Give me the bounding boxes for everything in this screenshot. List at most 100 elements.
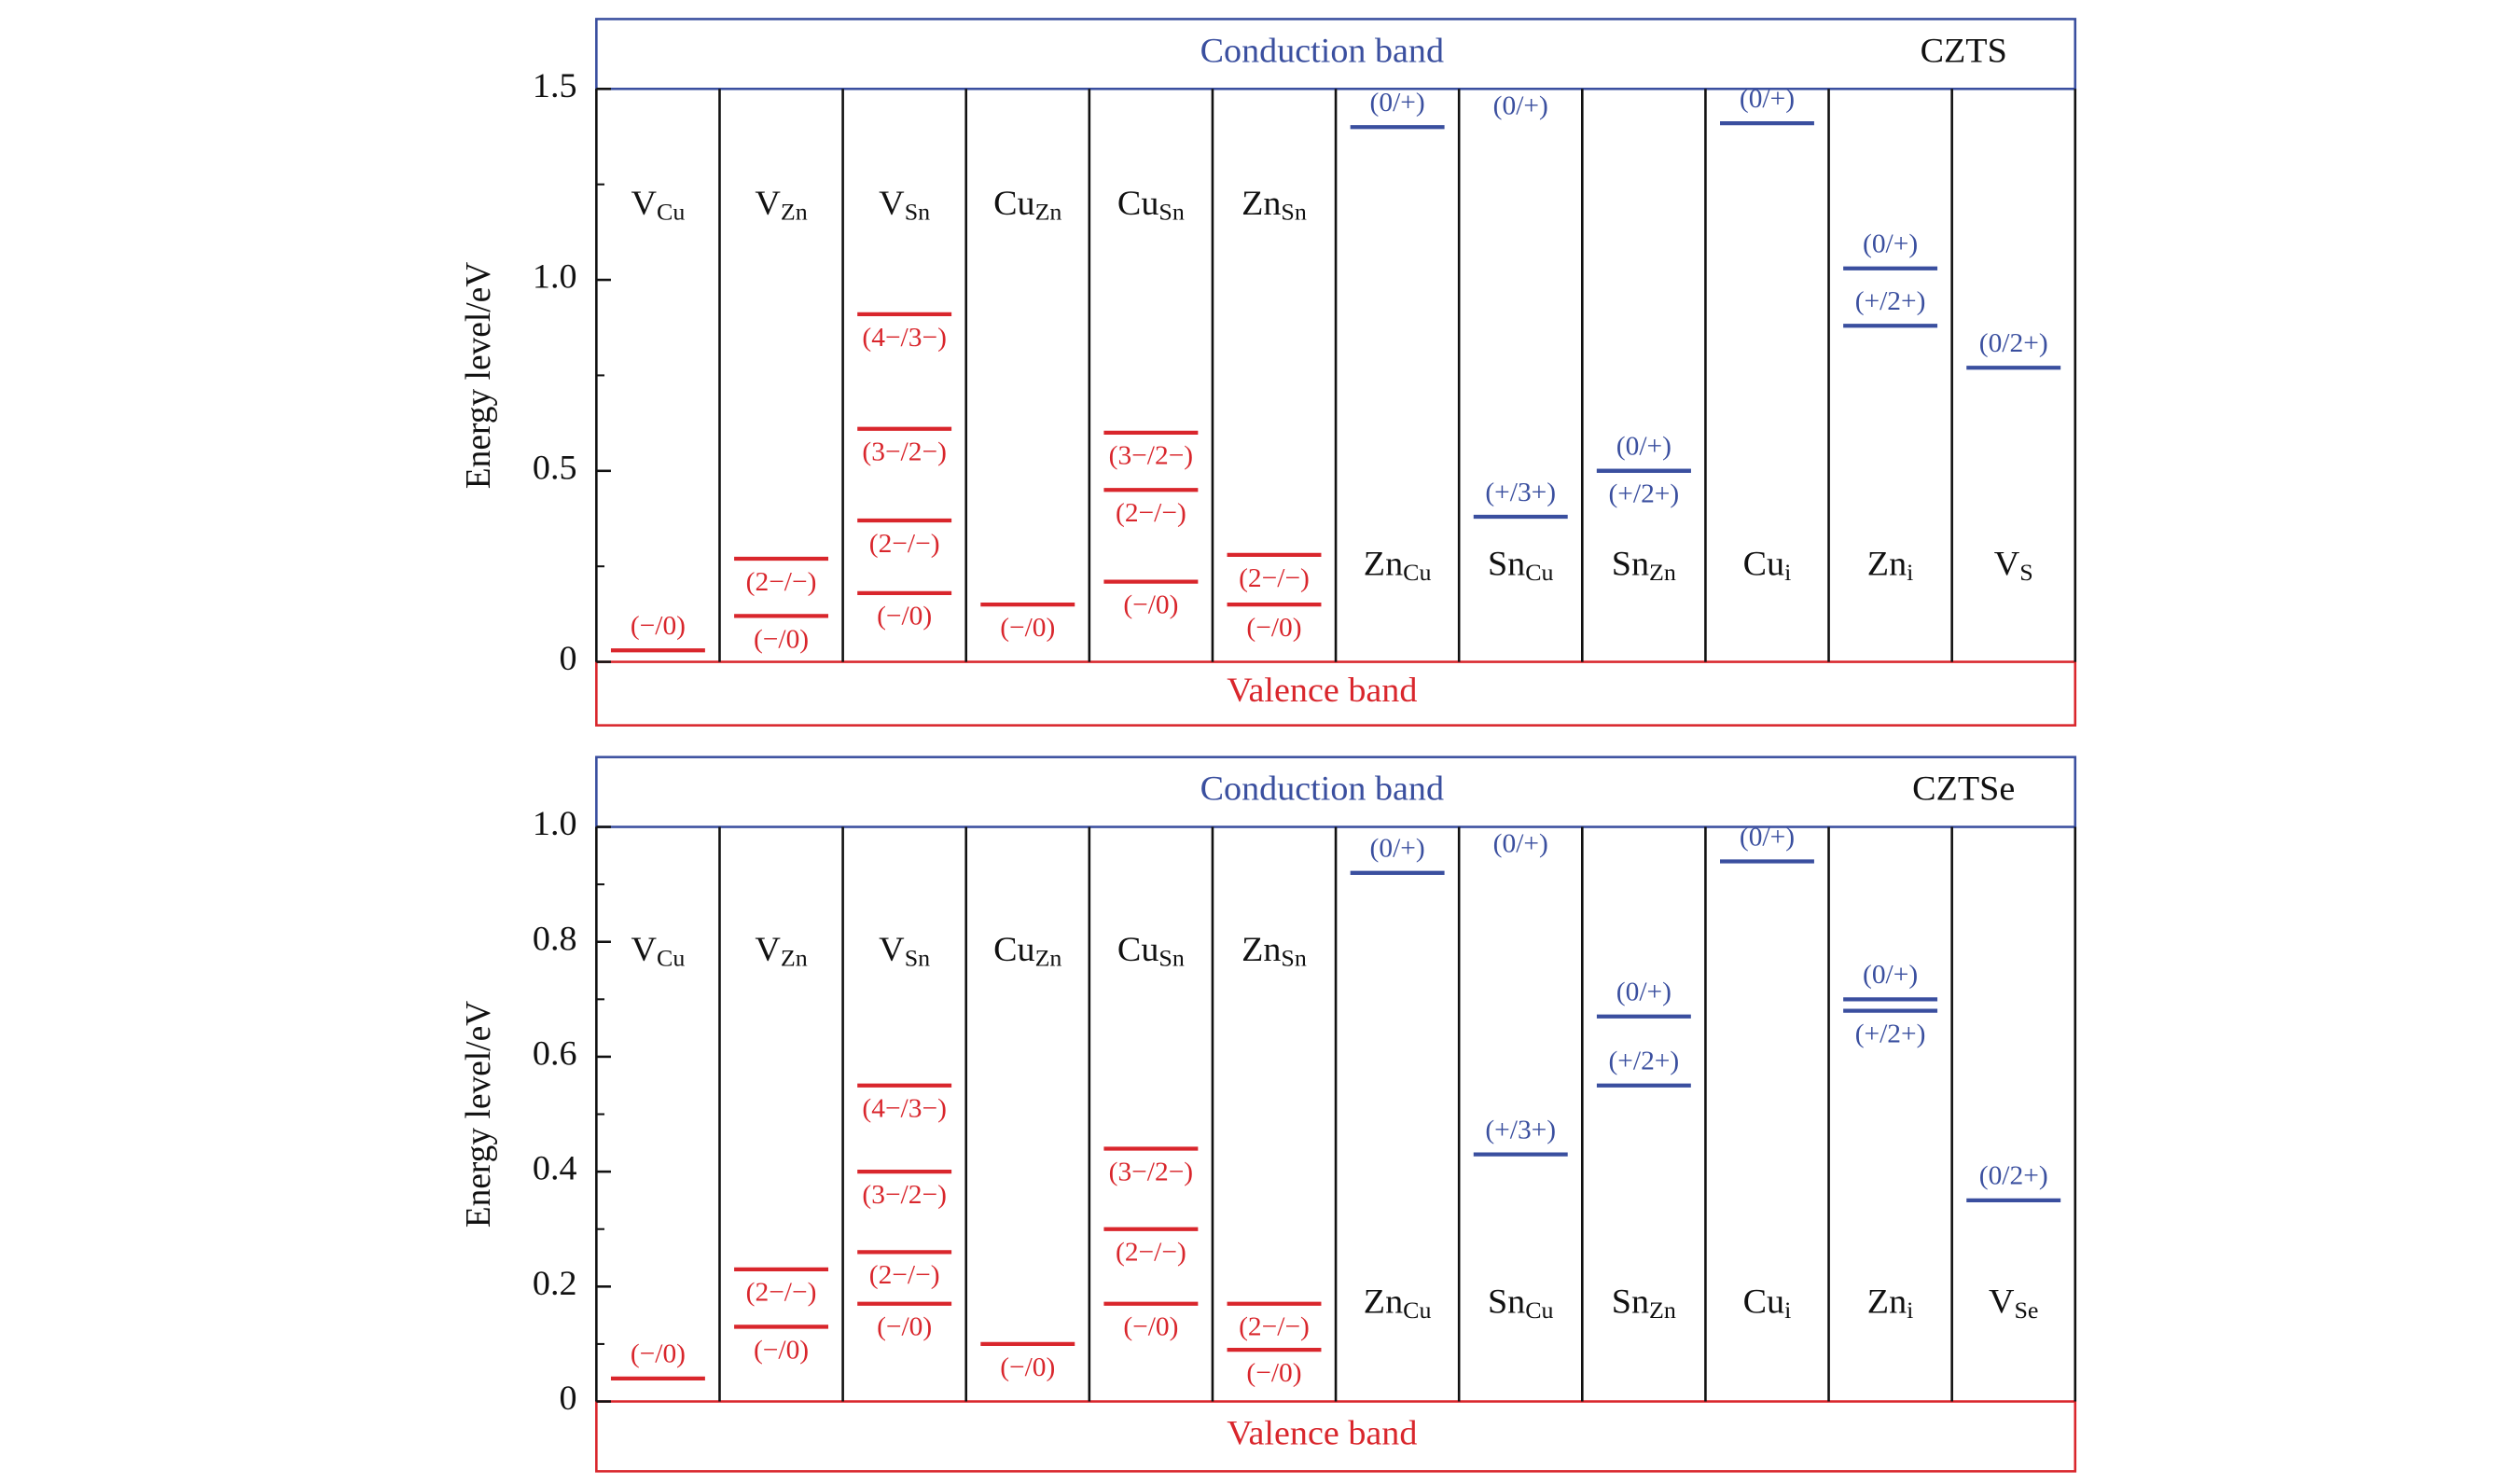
defect-name-base: Zn	[1242, 930, 1281, 969]
y-tick-label: 0.2	[533, 1264, 577, 1303]
defect-name-sub: Zn	[1035, 199, 1062, 226]
level-label: (3−/2−)	[1109, 1158, 1193, 1187]
defect-name-base: Cu	[1743, 544, 1785, 583]
y-axis-label: Energy level/eV	[459, 262, 498, 490]
level-label: (−/0)	[877, 602, 932, 631]
defect-name: VS	[1994, 544, 2033, 585]
defect-name-sub: Cu	[1403, 1297, 1431, 1324]
level-label: (4−/3−)	[862, 323, 946, 353]
defect-name-base: V	[631, 930, 657, 969]
defect-name: CuSn	[1117, 930, 1185, 971]
level-label: (2−/−)	[1116, 498, 1186, 528]
y-tick-label: 0.5	[533, 449, 577, 488]
level-label: (0/+)	[1370, 834, 1425, 864]
defect-name-sub: Sn	[1158, 945, 1185, 972]
defect-name-base: Zn	[1867, 1283, 1907, 1322]
defect-name: VSn	[879, 184, 930, 225]
defect-name: Zni	[1867, 1283, 1914, 1324]
level-label: (0/2+)	[1979, 1161, 2048, 1191]
level-label: (2−/−)	[1116, 1238, 1186, 1268]
defect-name-base: Cu	[1117, 184, 1159, 223]
defect-name: ZnSn	[1242, 930, 1307, 971]
defect-name: VCu	[631, 930, 685, 971]
defect-name: CuZn	[993, 184, 1061, 225]
level-label: (2−/−)	[869, 1260, 940, 1290]
panel-title: CZTSe	[1912, 770, 2015, 809]
defect-name-sub: Cu	[1403, 559, 1431, 586]
valence-label: Valence band	[1227, 1414, 1417, 1453]
defect-name-base: Zn	[1364, 544, 1403, 583]
level-label: (0/+)	[1370, 88, 1425, 118]
y-tick-label: 0	[560, 639, 577, 678]
level-label: (3−/2−)	[862, 437, 946, 467]
defect-name-base: V	[1989, 1283, 2015, 1322]
level-label: (2−/−)	[869, 529, 940, 559]
defect-name-sub: Cu	[657, 945, 685, 972]
level-label: (2−/−)	[746, 567, 817, 597]
panel-title: CZTS	[1921, 32, 2007, 71]
valence-label: Valence band	[1227, 671, 1417, 710]
defect-name-sub: i	[1907, 1297, 1913, 1324]
defect-name-sub: Sn	[905, 945, 931, 972]
level-label: (0/+)	[1863, 960, 1918, 990]
defect-name-sub: Cu	[1525, 559, 1553, 586]
defect-name: VZn	[755, 184, 808, 225]
level-label: (0/+)	[1740, 823, 1795, 853]
level-label: (−/0)	[1000, 613, 1055, 643]
defect-name-base: Zn	[1242, 184, 1281, 223]
level-label: (+/2+)	[1855, 286, 1926, 316]
defect-name: VZn	[755, 930, 808, 971]
defect-name-base: V	[879, 930, 905, 969]
defect-name-base: Sn	[1612, 544, 1649, 583]
defect-name: VSe	[1989, 1283, 2039, 1324]
defect-name-sub: Sn	[1281, 199, 1307, 226]
level-label: (0/+)	[1493, 91, 1548, 121]
defect-name-sub: i	[1907, 559, 1913, 586]
defect-name-sub: Zn	[1649, 559, 1676, 586]
level-label: (−/0)	[1000, 1352, 1055, 1382]
level-label: (+/2+)	[1608, 1047, 1679, 1076]
defect-name-sub: Zn	[781, 199, 808, 226]
defect-name-sub: Sn	[1281, 945, 1307, 972]
y-tick-label: 0.4	[533, 1149, 577, 1188]
level-label: (−/0)	[754, 625, 809, 655]
level-label: (0/+)	[1740, 84, 1795, 114]
defect-name-base: Cu	[993, 930, 1035, 969]
level-label: (+/3+)	[1485, 1116, 1556, 1145]
defect-name: Cui	[1743, 1283, 1792, 1324]
level-label: (+/2+)	[1608, 479, 1679, 509]
level-label: (−/0)	[631, 611, 686, 641]
level-label: (−/0)	[1123, 1312, 1178, 1342]
y-axis-label: Energy level/eV	[459, 1001, 498, 1228]
defect-name-base: Zn	[1867, 544, 1907, 583]
y-tick-label: 0.6	[533, 1034, 577, 1074]
level-label: (0/2+)	[1979, 328, 2048, 358]
defect-name-sub: S	[2019, 559, 2032, 586]
level-label: (2−/−)	[1239, 1312, 1310, 1342]
defect-name-base: V	[755, 930, 781, 969]
y-tick-label: 1.0	[533, 804, 577, 843]
defect-name-sub: Zn	[1035, 945, 1062, 972]
defect-name-base: Zn	[1364, 1283, 1403, 1322]
level-label: (0/+)	[1493, 829, 1548, 859]
defect-name-base: Sn	[1488, 544, 1525, 583]
defect-name-base: V	[631, 184, 657, 223]
defect-name-base: Cu	[993, 184, 1035, 223]
defect-name: VCu	[631, 184, 685, 225]
defect-name-sub: Zn	[1649, 1297, 1676, 1324]
defect-name-base: Sn	[1488, 1283, 1525, 1322]
defect-name-base: V	[755, 184, 781, 223]
y-tick-label: 0	[560, 1379, 577, 1418]
level-label: (−/0)	[631, 1339, 686, 1369]
defect-name-sub: i	[1784, 1297, 1791, 1324]
defect-name-sub: Se	[2014, 1297, 2038, 1324]
defect-name-base: Sn	[1612, 1283, 1649, 1322]
defect-name-sub: Zn	[781, 945, 808, 972]
y-tick-label: 1.5	[533, 66, 577, 105]
level-label: (0/+)	[1616, 978, 1672, 1007]
conduction-label: Conduction band	[1200, 770, 1445, 809]
level-label: (0/+)	[1616, 432, 1672, 462]
level-label: (2−/−)	[746, 1278, 817, 1308]
defect-name: CuZn	[993, 930, 1061, 971]
